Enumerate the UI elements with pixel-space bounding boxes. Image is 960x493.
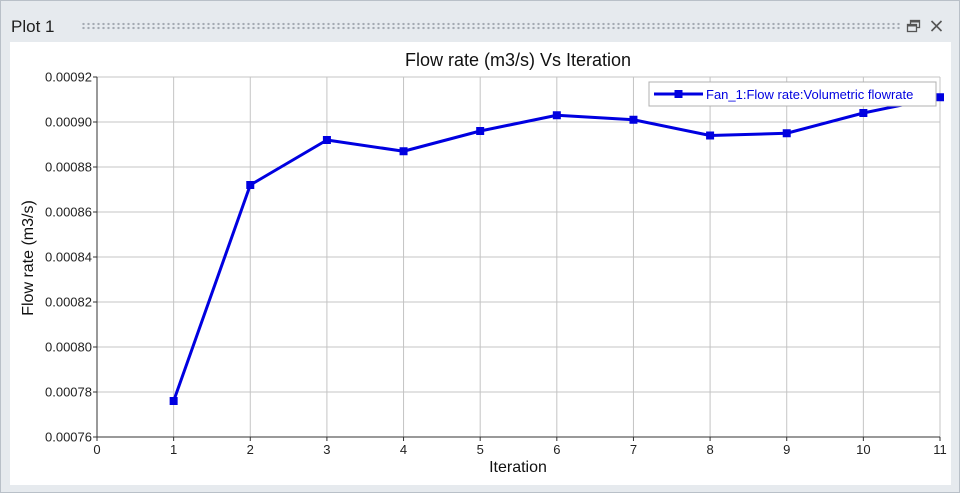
x-tick-label: 3 bbox=[323, 442, 330, 457]
x-tick-label: 10 bbox=[856, 442, 870, 457]
data-point[interactable] bbox=[246, 181, 255, 189]
data-point[interactable] bbox=[706, 131, 715, 140]
y-tick-labels: 0.00076 0.00078 0.00080 0.00082 0.00084 0.000… bbox=[45, 70, 92, 445]
x-tick-label: 8 bbox=[706, 442, 713, 457]
legend-entry: Fan_1:Flow rate:Volumetric flowrate bbox=[706, 87, 913, 102]
x-tick-labels: 0 1 2 3 4 5 6 7 8 9 10 11 bbox=[93, 442, 946, 457]
data-point[interactable] bbox=[859, 109, 868, 117]
y-tick-label: 0.00084 bbox=[45, 250, 92, 265]
drag-grip[interactable] bbox=[81, 22, 901, 30]
panel-title: Plot 1 bbox=[11, 17, 55, 36]
x-tick-label: 6 bbox=[553, 442, 560, 457]
data-point[interactable] bbox=[936, 93, 944, 102]
y-tick-label: 0.00090 bbox=[45, 115, 92, 130]
data-point[interactable] bbox=[476, 127, 485, 135]
y-tick-label: 0.00082 bbox=[45, 295, 92, 310]
x-tick-label: 7 bbox=[630, 442, 637, 457]
close-icon[interactable] bbox=[928, 16, 946, 36]
y-tick-label: 0.00076 bbox=[45, 430, 92, 445]
x-tick-label: 11 bbox=[933, 442, 947, 457]
panel-titlebar[interactable]: Plot 1 bbox=[1, 1, 959, 39]
y-tick-label: 0.00088 bbox=[45, 160, 92, 175]
data-point[interactable] bbox=[629, 115, 638, 124]
plot-area: Flow rate (m3/s) Vs Iteration Flow rate … bbox=[10, 42, 951, 485]
data-point[interactable] bbox=[552, 111, 561, 120]
x-tick-label: 1 bbox=[170, 442, 177, 457]
x-tick-label: 9 bbox=[783, 442, 790, 457]
data-point[interactable] bbox=[399, 147, 408, 156]
x-tick-label: 5 bbox=[477, 442, 484, 457]
data-point[interactable] bbox=[169, 397, 178, 405]
x-tick-label: 2 bbox=[247, 442, 254, 457]
y-tick-label: 0.00092 bbox=[45, 70, 92, 85]
y-tick-label: 0.00086 bbox=[45, 205, 92, 220]
y-axis-label: Flow rate (m3/s) bbox=[20, 200, 37, 316]
x-axis-label: Iteration bbox=[489, 459, 547, 476]
data-point[interactable] bbox=[782, 129, 791, 138]
chart-title: Flow rate (m3/s) Vs Iteration bbox=[405, 50, 631, 70]
y-tick-label: 0.00078 bbox=[45, 385, 92, 400]
legend[interactable]: Fan_1:Flow rate:Volumetric flowrate bbox=[648, 81, 937, 107]
x-tick-label: 0 bbox=[93, 442, 100, 457]
line-chart: Flow rate (m3/s) Vs Iteration Flow rate … bbox=[20, 50, 947, 476]
legend-marker-swatch bbox=[674, 90, 683, 98]
series-layer bbox=[169, 93, 944, 405]
data-point[interactable] bbox=[322, 136, 331, 144]
x-tick-label: 4 bbox=[400, 442, 407, 457]
y-tick-label: 0.00080 bbox=[45, 340, 92, 355]
axes bbox=[93, 76, 941, 441]
restore-window-icon[interactable] bbox=[905, 16, 923, 36]
